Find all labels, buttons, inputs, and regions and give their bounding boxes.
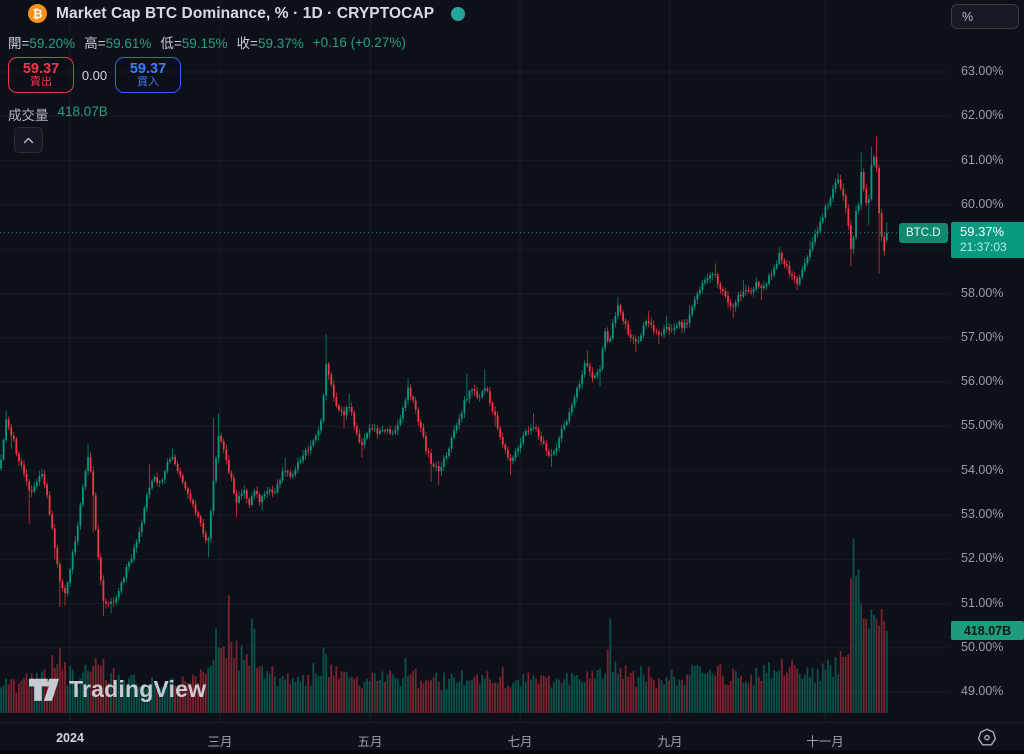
volume-axis-badge: 418.07B (951, 621, 1024, 641)
tradingview-logo-text: TradingView (69, 676, 207, 702)
time-axis[interactable]: 2024 三月 五月 七月 九月 十一月 (0, 722, 1024, 751)
time-tick-label: 十一月 (806, 735, 844, 749)
time-tick-label: 五月 (357, 735, 383, 749)
market-status-dot[interactable] (451, 6, 466, 21)
high-value: 59.61% (105, 36, 152, 51)
time-tick-label: 2024 (56, 731, 84, 745)
close-label: 收= (236, 36, 258, 51)
window-bottom-edge (0, 750, 1024, 754)
volume-label: 成交量 (8, 108, 49, 123)
ohlc-legend: 開=59.20% 高=59.61% 低=59.15% 收=59.37% +0.1… (8, 32, 406, 52)
symbol-title[interactable]: Market Cap BTC Dominance, % · 1D · CRYPT… (56, 4, 435, 22)
symbol-price-flag: BTC.D (899, 222, 948, 243)
sell-label: 賣出 (30, 75, 52, 88)
change-value: +0.16 (+0.27%) (312, 34, 406, 50)
close-value: 59.37% (257, 36, 304, 51)
time-tick-label: 七月 (507, 735, 533, 749)
bitcoin-icon: ₿ (28, 4, 47, 23)
current-price-badge: 59.37% 21:37:03 (951, 221, 1024, 259)
time-tick-label: 九月 (657, 735, 683, 749)
sell-button[interactable]: 59.37 賣出 (8, 57, 74, 93)
price-tick-label: 54.00% (961, 462, 1004, 477)
price-tick-label: 53.00% (961, 507, 1004, 521)
current-price-value: 59.37% (960, 223, 1005, 239)
gear-icon (977, 728, 997, 746)
price-tick-label: 56.00% (961, 374, 1004, 389)
price-tick-label: 57.00% (961, 329, 1004, 344)
price-tick-label: 51.00% (961, 595, 1004, 610)
price-tick-label: 49.00% (961, 684, 1004, 699)
tradingview-logo-icon (28, 678, 60, 701)
price-tick-label: 60.00% (961, 196, 1004, 211)
high-label: 高= (84, 36, 106, 51)
low-value: 59.15% (181, 36, 228, 51)
collapse-legend-button[interactable] (14, 127, 43, 153)
bar-countdown: 21:37:03 (960, 240, 1007, 255)
price-tick-label: 55.00% (961, 418, 1004, 433)
open-label: 開= (8, 36, 30, 51)
price-tick-label: 62.00% (961, 108, 1004, 123)
open-value: 59.20% (29, 36, 76, 51)
buy-button[interactable]: 59.37 買入 (115, 57, 181, 93)
trade-buttons: 59.37 賣出 0.00 59.37 買入 (8, 57, 181, 93)
chart-settings-button[interactable] (974, 726, 1000, 750)
price-tick-label: 50.00% (961, 639, 1004, 654)
time-tick-label: 三月 (207, 735, 233, 749)
price-axis-unit-button[interactable]: % (951, 4, 1019, 29)
buy-price: 59.37 (129, 60, 167, 77)
buy-label: 買入 (137, 75, 159, 88)
low-label: 低= (160, 36, 182, 51)
volume-legend: 成交量 418.07B (8, 104, 108, 124)
volume-value: 418.07B (57, 104, 108, 119)
chevron-up-icon (23, 137, 34, 143)
price-tick-label: 58.00% (961, 285, 1004, 300)
symbol-header[interactable]: ₿ Market Cap BTC Dominance, % · 1D · CRY… (28, 4, 466, 23)
sell-price: 59.37 (22, 60, 60, 77)
price-tick-label: 52.00% (961, 551, 1004, 566)
tradingview-logo[interactable]: TradingView (28, 676, 206, 703)
price-tick-label: 61.00% (961, 152, 1004, 167)
price-tick-label: 63.00% (961, 64, 1004, 78)
spread-value: 0.00 (81, 67, 108, 83)
